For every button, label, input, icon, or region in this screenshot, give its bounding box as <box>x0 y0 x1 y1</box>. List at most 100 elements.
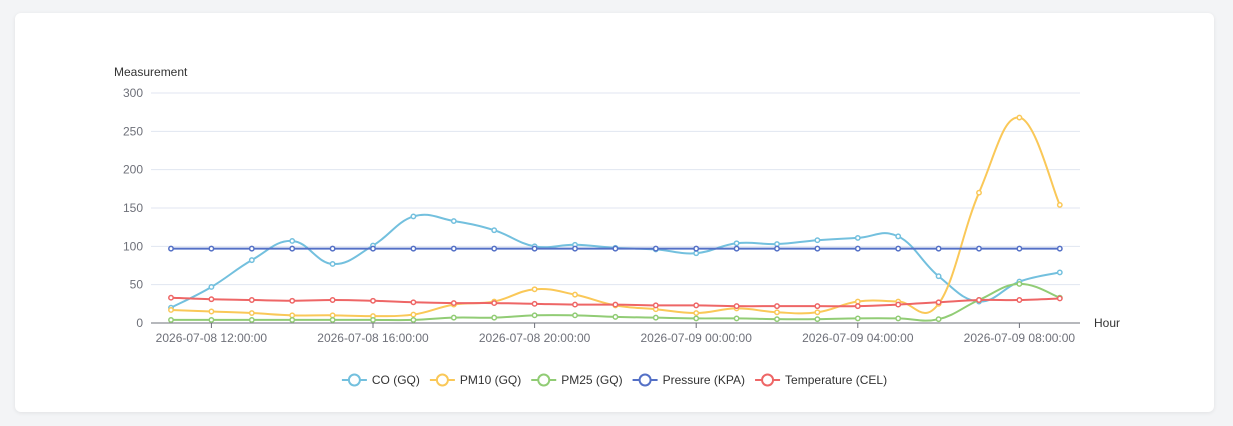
data-point[interactable] <box>854 298 861 305</box>
data-point[interactable] <box>450 245 457 252</box>
data-point[interactable] <box>289 316 296 323</box>
data-point[interactable] <box>1056 201 1063 208</box>
data-point[interactable] <box>491 300 498 307</box>
data-point[interactable] <box>774 241 780 247</box>
data-point[interactable] <box>1016 280 1023 287</box>
data-point[interactable] <box>572 301 578 308</box>
data-point[interactable] <box>814 237 821 244</box>
data-point[interactable] <box>329 297 336 303</box>
data-point[interactable] <box>572 291 578 298</box>
data-point[interactable] <box>370 297 376 304</box>
data-point[interactable] <box>935 299 942 306</box>
data-point[interactable] <box>1056 245 1063 252</box>
data-point[interactable] <box>814 309 821 316</box>
data-point[interactable] <box>733 245 740 252</box>
data-point[interactable] <box>733 240 740 247</box>
data-point[interactable] <box>531 286 538 293</box>
legend-item[interactable]: Temperature (CEL) <box>755 373 887 387</box>
data-point[interactable] <box>774 309 780 316</box>
data-point[interactable] <box>289 312 296 319</box>
data-point[interactable] <box>289 245 296 252</box>
data-point[interactable] <box>814 316 821 323</box>
data-point[interactable] <box>208 308 215 315</box>
data-point[interactable] <box>774 316 780 323</box>
data-point[interactable] <box>208 245 215 252</box>
data-point[interactable] <box>248 316 255 323</box>
data-point[interactable] <box>208 284 215 290</box>
data-point[interactable] <box>410 245 417 252</box>
data-point[interactable] <box>895 245 902 252</box>
data-point[interactable] <box>895 233 902 240</box>
legend-item[interactable]: PM10 (GQ) <box>429 373 521 387</box>
data-point[interactable] <box>208 296 215 303</box>
data-point[interactable] <box>410 316 417 323</box>
data-point[interactable] <box>491 245 498 252</box>
data-point[interactable] <box>1016 245 1023 252</box>
data-point[interactable] <box>814 303 821 310</box>
data-point[interactable] <box>854 315 861 322</box>
data-point[interactable] <box>935 245 942 252</box>
data-point[interactable] <box>329 261 336 267</box>
data-point[interactable] <box>329 316 336 323</box>
data-point[interactable] <box>410 213 417 220</box>
data-point[interactable] <box>652 245 659 252</box>
data-point[interactable] <box>329 312 336 319</box>
data-point[interactable] <box>693 315 700 322</box>
data-point[interactable] <box>854 303 861 310</box>
data-point[interactable] <box>976 189 982 196</box>
data-point[interactable] <box>248 310 255 316</box>
legend-item[interactable]: Pressure (KPA) <box>632 373 745 387</box>
data-point[interactable] <box>168 316 174 323</box>
data-point[interactable] <box>410 299 417 306</box>
data-point[interactable] <box>168 245 174 252</box>
data-point[interactable] <box>612 301 619 308</box>
data-point[interactable] <box>976 297 982 303</box>
data-point[interactable] <box>976 245 982 252</box>
data-point[interactable] <box>410 311 417 318</box>
data-point[interactable] <box>248 245 255 252</box>
data-point[interactable] <box>693 310 700 316</box>
data-point[interactable] <box>895 315 902 322</box>
data-point[interactable] <box>733 315 740 322</box>
data-point[interactable] <box>693 250 700 257</box>
data-point[interactable] <box>450 300 457 307</box>
data-point[interactable] <box>652 314 659 321</box>
data-point[interactable] <box>208 316 215 323</box>
legend-item[interactable]: CO (GQ) <box>341 373 420 387</box>
data-point[interactable] <box>652 302 659 309</box>
data-point[interactable] <box>491 227 498 234</box>
data-point[interactable] <box>1056 269 1063 276</box>
legend[interactable]: CO (GQ) PM10 (GQ) PM25 (GQ) Pressure (KPA) T… <box>341 373 887 387</box>
data-point[interactable] <box>774 245 780 252</box>
data-point[interactable] <box>895 301 902 308</box>
data-point[interactable] <box>450 314 457 321</box>
data-point[interactable] <box>248 297 255 303</box>
data-point[interactable] <box>370 316 376 323</box>
data-point[interactable] <box>450 218 457 224</box>
data-point[interactable] <box>531 245 538 252</box>
data-point[interactable] <box>854 234 861 241</box>
data-point[interactable] <box>248 257 255 264</box>
data-point[interactable] <box>854 245 861 252</box>
data-point[interactable] <box>612 313 619 320</box>
data-point[interactable] <box>168 294 174 301</box>
data-point[interactable] <box>1016 297 1023 303</box>
data-point[interactable] <box>329 245 336 252</box>
data-point[interactable] <box>572 312 578 319</box>
data-point[interactable] <box>572 245 578 252</box>
data-point[interactable] <box>168 307 174 313</box>
data-point[interactable] <box>289 238 296 244</box>
data-point[interactable] <box>1016 114 1023 121</box>
data-point[interactable] <box>370 245 376 252</box>
data-point[interactable] <box>935 316 942 323</box>
data-point[interactable] <box>774 303 780 310</box>
legend-item[interactable]: PM25 (GQ) <box>531 373 623 387</box>
data-point[interactable] <box>1056 295 1063 302</box>
data-point[interactable] <box>814 245 821 252</box>
data-point[interactable] <box>491 314 498 321</box>
data-point[interactable] <box>531 312 538 319</box>
data-point[interactable] <box>612 245 619 252</box>
data-point[interactable] <box>693 302 700 309</box>
data-point[interactable] <box>693 245 700 252</box>
data-point[interactable] <box>733 303 740 310</box>
